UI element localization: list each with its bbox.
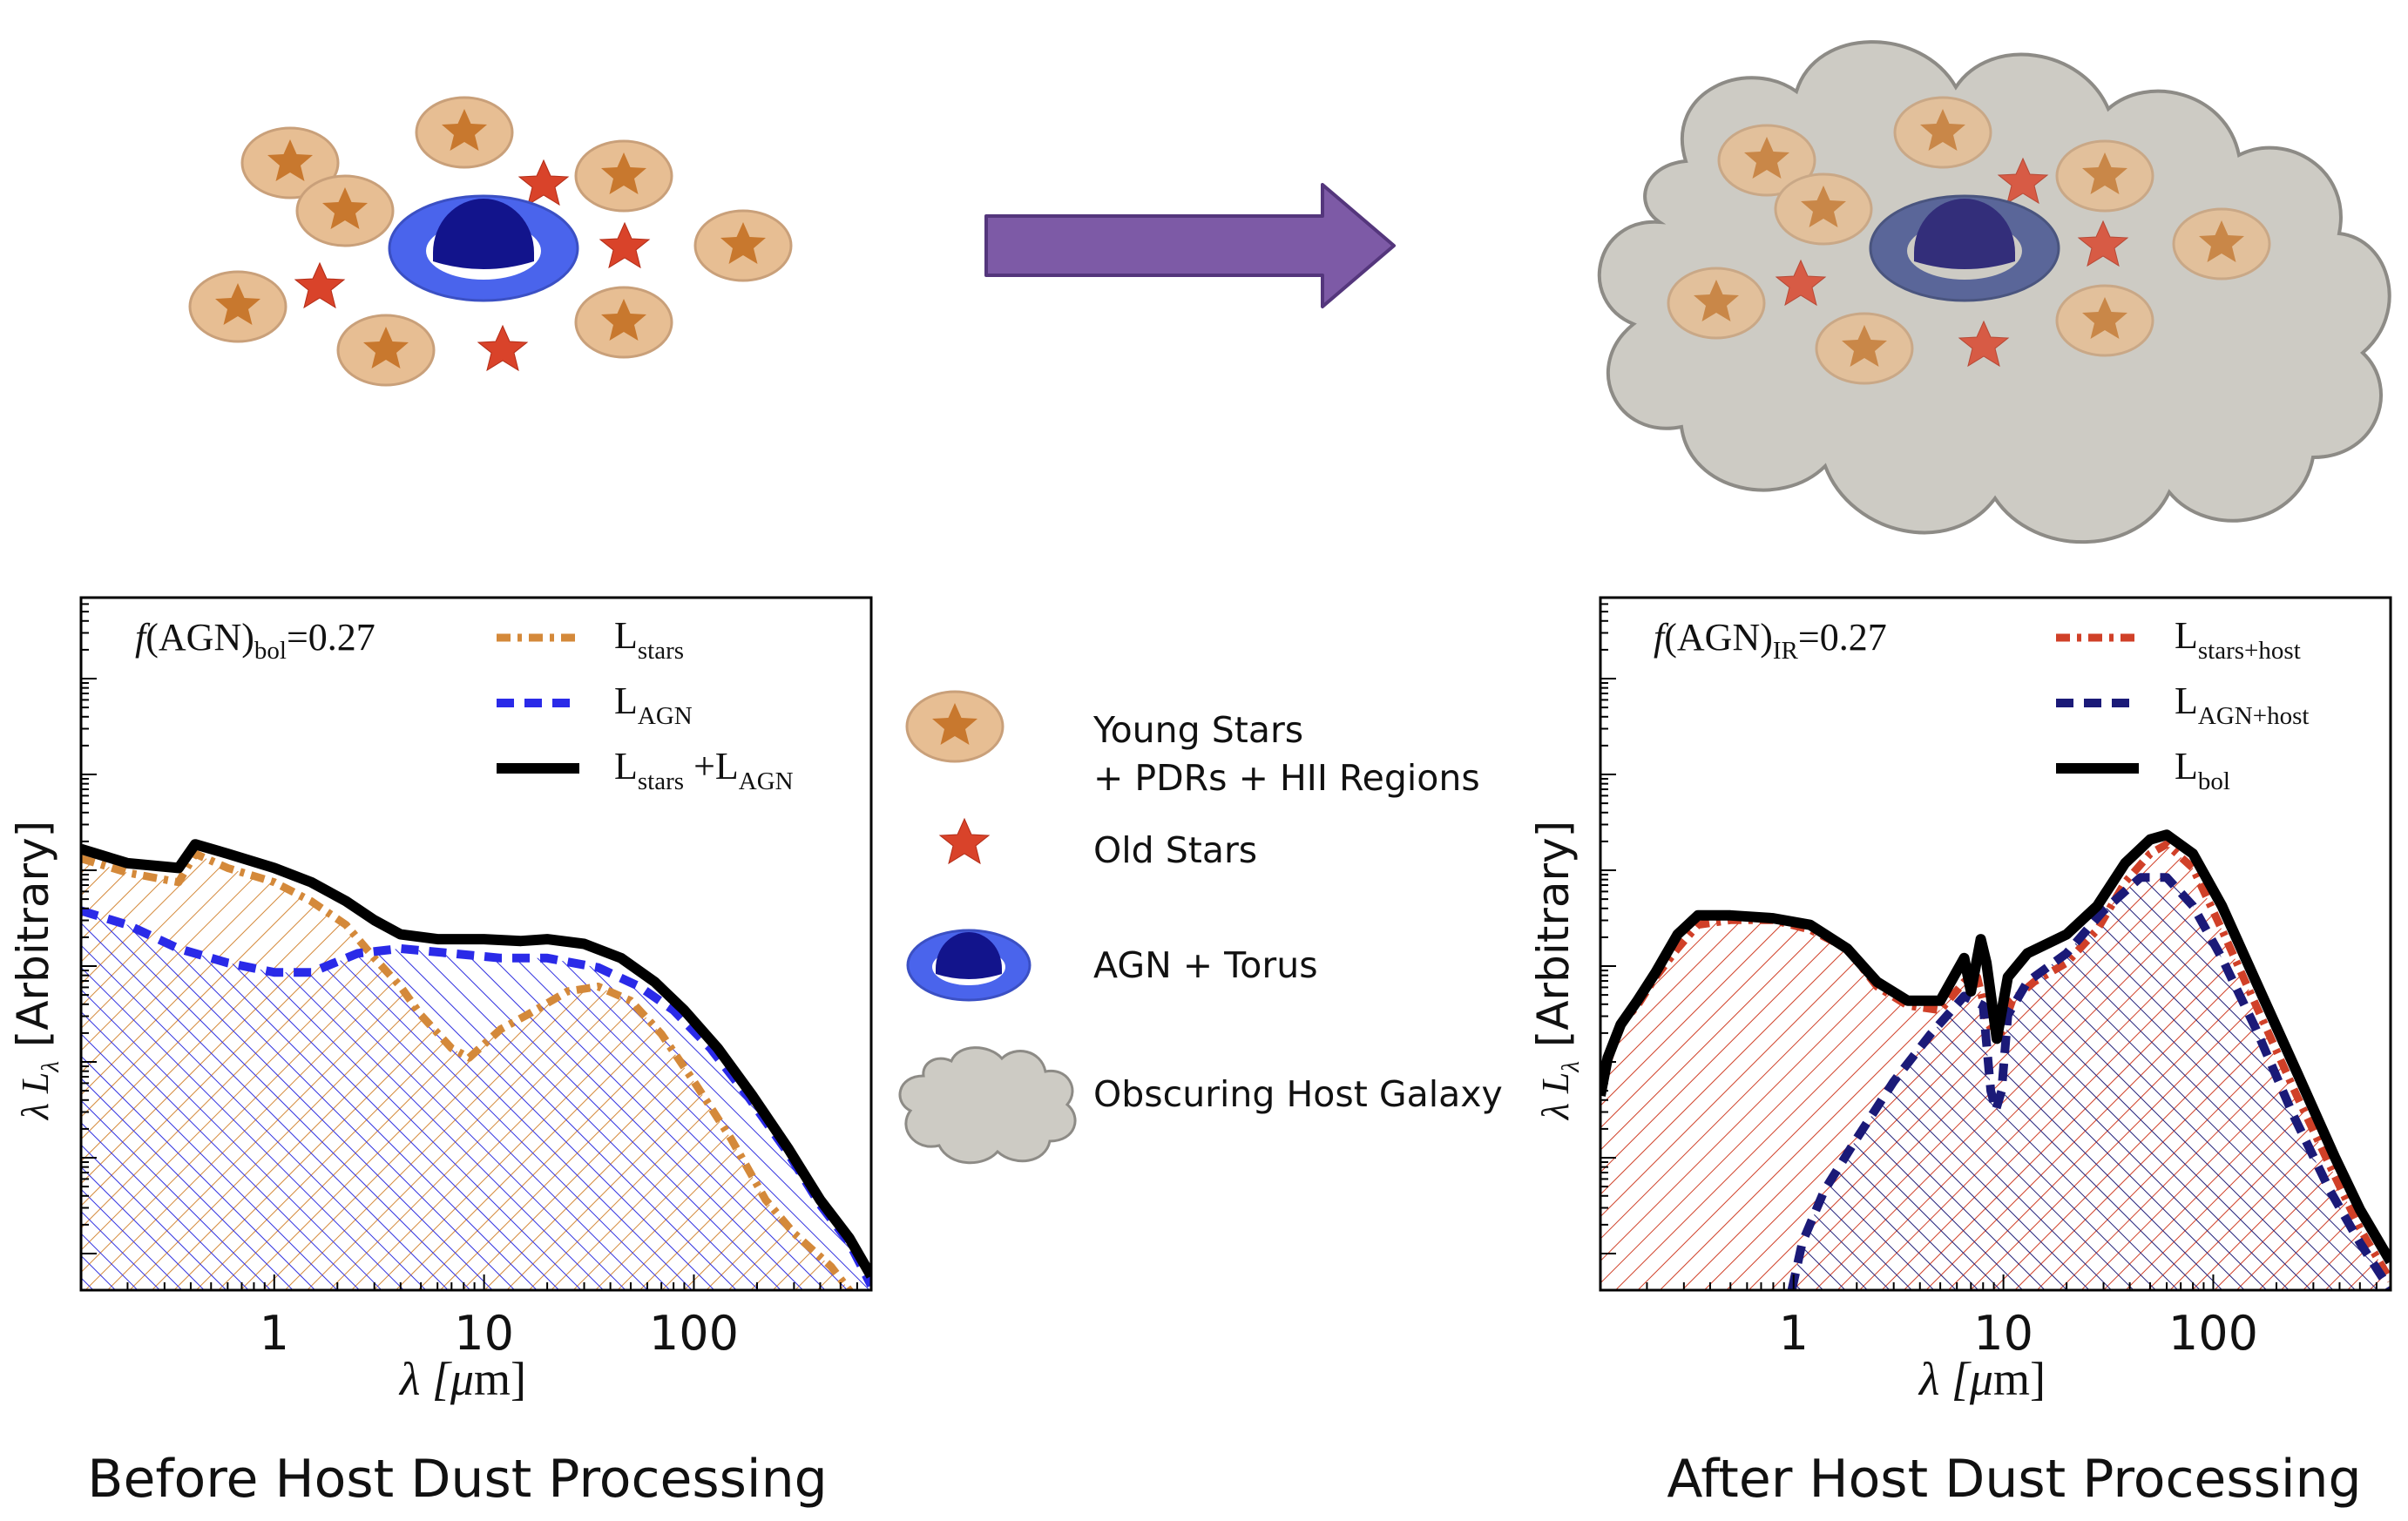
x-tick-label: 1 (260, 1306, 289, 1361)
x-tick-label: 10 (454, 1306, 514, 1361)
hatched-areas (81, 854, 871, 1290)
x-axis-label: λ [μm] (1918, 1353, 2046, 1405)
sed-plot-after: 1 10 100 λ [μm] λ Lλ [Arbitrary] f(AGN)IR=0.2… (1528, 596, 2392, 1405)
y-ticks (81, 603, 97, 1254)
young-star-cluster-icon (1893, 96, 1992, 169)
plot-frame (1599, 596, 2392, 1292)
legend-agn-torus-label: AGN + Torus (1093, 944, 1318, 986)
series-line-stars (81, 849, 855, 1290)
legend-pdr-hii-label: + PDRs + HII Regions (1093, 757, 1480, 799)
legend-young-star-icon (905, 690, 1004, 763)
legend-label-agn: LAGN+host (2175, 679, 2309, 730)
legend-old-stars-label: Old Stars (1093, 829, 1257, 871)
young-star-cluster-icon (693, 209, 793, 282)
old-star-icon (294, 262, 345, 308)
young-star-cluster-icon (1815, 312, 1914, 385)
x-tick-label: 10 (1973, 1306, 2033, 1361)
sed-plot-before: 1 10 100 λ [μm] λ Lλ [Arbitrary] f(AGN)bol=0.… (8, 596, 873, 1405)
series-line-total (1600, 829, 2391, 1265)
y-axis-label: λ Lλ [Arbitrary] (8, 821, 64, 1121)
component-legend: Young Stars + PDRs + HII Regions Old Sta… (898, 690, 1503, 1165)
old-star-icon (477, 325, 528, 371)
legend-label-total: Lbol (2175, 745, 2230, 795)
young-star-cluster-icon (2055, 284, 2154, 357)
young-star-cluster-icon (188, 270, 287, 343)
x-ticks (126, 1274, 872, 1290)
unobscured-galaxy-illustration (188, 96, 793, 387)
legend-label-total: Lstars +LAGN (614, 745, 794, 795)
young-star-cluster-icon (1667, 267, 1766, 340)
young-star-cluster-icon (1774, 172, 1873, 246)
young-star-cluster-icon (2172, 207, 2271, 281)
caption-after: After Host Dust Processing (1667, 1449, 2361, 1510)
young-star-cluster-icon (574, 286, 673, 359)
legend-host-galaxy-label: Obscuring Host Galaxy (1093, 1073, 1503, 1115)
young-star-cluster-icon (336, 314, 436, 387)
x-tick-label: 100 (649, 1306, 739, 1361)
agn-torus-obscured-icon (1869, 194, 2060, 302)
legend-label-stars: Lstars (614, 614, 684, 665)
legend-cloud-icon (898, 1046, 1077, 1165)
plot-legend: Lstars+host LAGN+host Lbol (2056, 614, 2309, 795)
young-star-cluster-icon (2055, 139, 2154, 213)
plot-frame (79, 596, 873, 1292)
agn-torus-icon (388, 194, 579, 302)
series-line-agn (1787, 873, 2391, 1290)
transition-arrow (984, 183, 1396, 308)
young-star-cluster-icon (574, 139, 673, 213)
plot-legend: Lstars LAGN Lstars +LAGN (497, 614, 794, 795)
area-agn (81, 910, 871, 1290)
legend-young-stars-label: Young Stars (1092, 709, 1303, 751)
obscured-galaxy-illustration (1597, 40, 2391, 544)
legend-agn-torus-icon (906, 929, 1032, 1002)
area-agn (1791, 877, 2391, 1290)
fraction-annotation: f(AGN)bol=0.27 (135, 616, 375, 665)
young-star-cluster-icon (295, 174, 395, 247)
x-axis-label: λ [μm] (398, 1353, 526, 1405)
old-star-icon (518, 159, 569, 206)
x-tick-label: 100 (2168, 1306, 2258, 1361)
legend-label-stars: Lstars+host (2175, 614, 2301, 665)
y-ticks (1600, 603, 1616, 1254)
series-line-total (81, 839, 871, 1279)
caption-before: Before Host Dust Processing (87, 1449, 827, 1510)
y-axis-label: λ Lλ [Arbitrary] (1528, 821, 1585, 1121)
fraction-annotation: f(AGN)IR=0.27 (1654, 616, 1887, 665)
hatched-areas (1600, 844, 2391, 1290)
old-star-icon (599, 222, 650, 268)
x-ticks (1646, 1274, 2391, 1290)
young-star-cluster-icon (415, 96, 514, 169)
series-line-stars (1600, 840, 2391, 1283)
legend-label-agn: LAGN (614, 679, 693, 730)
legend-old-star-icon (939, 818, 990, 864)
x-tick-label: 1 (1779, 1306, 1809, 1361)
